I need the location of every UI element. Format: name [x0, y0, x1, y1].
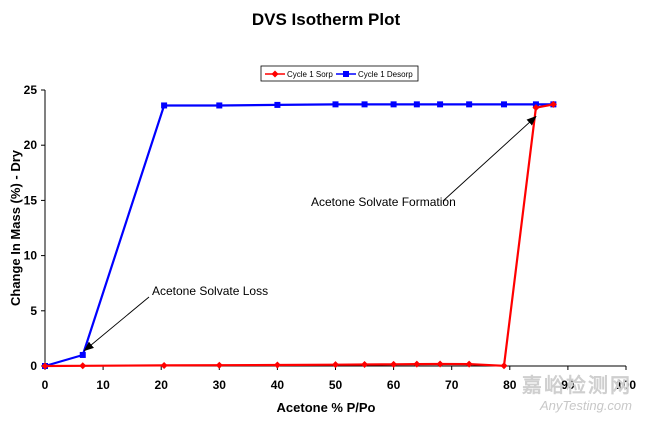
x-tick-label: 40: [271, 378, 285, 392]
x-tick-label: 0: [42, 378, 49, 392]
data-point-sorp: [390, 360, 398, 368]
data-point-sorp: [436, 360, 444, 368]
y-tick-label: 15: [24, 193, 38, 207]
data-point-desorp: [332, 101, 339, 108]
series-layer: [41, 100, 557, 370]
data-point-sorp: [332, 361, 339, 369]
data-point-sorp: [361, 360, 369, 368]
watermark: 嘉峪检测网 AnyTesting.com: [521, 373, 632, 413]
data-point-desorp: [161, 102, 168, 109]
data-point-desorp: [79, 351, 86, 358]
annotation-solvate-formation-arrow: [442, 115, 537, 202]
data-point-desorp: [216, 102, 223, 109]
legend-label-desorp: Cycle 1 Desorp: [358, 70, 413, 79]
axes: 0 5 10 15 20 25 0 10 20 30 40 50 60 70 80 90 100: [24, 83, 637, 392]
data-point-sorp: [549, 100, 557, 108]
data-point-desorp: [500, 101, 507, 108]
y-tick-label: 20: [24, 138, 38, 152]
watermark-cn: 嘉峪检测网: [521, 373, 632, 397]
x-tick-label: 20: [155, 378, 169, 392]
data-point-sorp: [160, 361, 168, 369]
data-point-sorp: [41, 362, 49, 370]
data-point-desorp: [361, 101, 368, 108]
data-point-desorp: [390, 101, 397, 108]
y-tick-label: 0: [30, 359, 37, 373]
data-point-desorp: [466, 101, 473, 108]
data-point-sorp: [465, 360, 473, 368]
x-tick-label: 10: [96, 378, 110, 392]
annotation-solvate-formation: Acetone Solvate Formation: [311, 115, 537, 209]
x-tick-label: 60: [387, 378, 401, 392]
data-point-sorp: [215, 361, 223, 369]
series-line-sorp: [44, 103, 554, 368]
data-point-sorp: [273, 361, 281, 369]
data-point-desorp: [413, 101, 420, 108]
y-tick-label: 10: [24, 249, 38, 263]
annotation-solvate-loss-arrow: [83, 296, 150, 352]
legend-swatch-desorp-marker: [343, 71, 349, 77]
legend-label-sorp: Cycle 1 Sorp: [287, 70, 333, 79]
watermark-en: AnyTesting.com: [539, 398, 632, 413]
data-point-sorp: [500, 362, 508, 370]
data-point-sorp: [532, 104, 540, 112]
data-point-sorp: [79, 362, 87, 370]
x-tick-label: 30: [213, 378, 227, 392]
y-axis-label: Change In Mass (%) - Dry: [8, 149, 23, 306]
series-line-desorp: [44, 103, 554, 368]
x-tick-label: 50: [329, 378, 343, 392]
legend: Cycle 1 Sorp Cycle 1 Desorp: [260, 65, 419, 82]
data-point-desorp: [437, 101, 444, 108]
data-point-sorp: [413, 360, 421, 368]
data-point-desorp: [274, 101, 281, 108]
y-tick-label: 25: [24, 83, 38, 97]
x-tick-label: 90: [561, 378, 575, 392]
y-tick-label: 5: [30, 304, 37, 318]
annotation-solvate-loss-text: Acetone Solvate Loss: [152, 284, 268, 298]
x-tick-label: 70: [445, 378, 459, 392]
chart-title: DVS Isotherm Plot: [252, 10, 401, 29]
x-axis-label: Acetone % P/Po: [277, 400, 376, 415]
x-tick-label: 100: [616, 378, 636, 392]
legend-swatch-sorp-marker: [271, 70, 279, 78]
annotation-solvate-formation-text: Acetone Solvate Formation: [311, 195, 456, 209]
x-tick-label: 80: [503, 378, 517, 392]
annotation-solvate-loss: Acetone Solvate Loss: [83, 284, 268, 352]
